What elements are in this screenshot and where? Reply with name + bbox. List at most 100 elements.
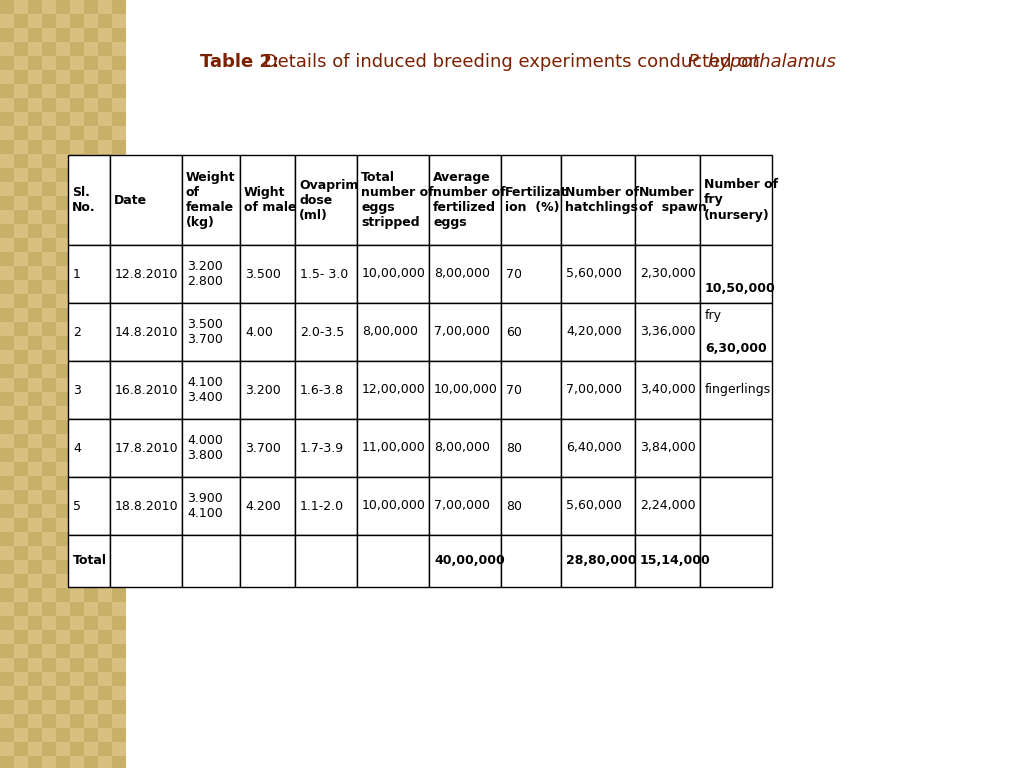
Bar xyxy=(28,280,42,294)
Bar xyxy=(70,168,84,182)
Bar xyxy=(182,303,240,361)
Bar xyxy=(14,420,28,434)
Bar xyxy=(182,419,240,477)
Bar xyxy=(14,224,28,238)
Bar xyxy=(56,392,70,406)
Bar xyxy=(14,140,28,154)
Bar xyxy=(0,238,14,252)
Bar xyxy=(28,532,42,546)
Bar xyxy=(28,504,42,518)
Bar xyxy=(70,602,84,616)
Bar xyxy=(112,56,126,70)
Bar xyxy=(98,476,112,490)
Bar xyxy=(42,252,56,266)
Bar xyxy=(240,155,295,245)
Bar xyxy=(42,336,56,350)
Bar xyxy=(84,14,98,28)
Bar xyxy=(56,224,70,238)
Bar xyxy=(28,84,42,98)
Bar xyxy=(42,672,56,686)
Bar xyxy=(98,322,112,336)
Text: Date: Date xyxy=(114,194,147,207)
Bar xyxy=(42,504,56,518)
Bar xyxy=(68,303,110,361)
Bar xyxy=(561,419,635,477)
Bar xyxy=(84,518,98,532)
Bar xyxy=(295,361,357,419)
Bar xyxy=(0,546,14,560)
Bar xyxy=(240,535,295,587)
Bar xyxy=(70,322,84,336)
Bar xyxy=(0,602,14,616)
Bar xyxy=(14,154,28,168)
Bar xyxy=(14,364,28,378)
Bar xyxy=(84,364,98,378)
Bar xyxy=(56,630,70,644)
Bar xyxy=(357,419,429,477)
Bar xyxy=(84,392,98,406)
Text: 7,00,000: 7,00,000 xyxy=(566,383,622,396)
Bar xyxy=(84,476,98,490)
Bar xyxy=(295,303,357,361)
Bar xyxy=(56,84,70,98)
Bar xyxy=(700,303,772,361)
Bar xyxy=(112,420,126,434)
Bar xyxy=(70,406,84,420)
Bar xyxy=(28,350,42,364)
Bar xyxy=(112,588,126,602)
Text: 6,40,000: 6,40,000 xyxy=(566,442,622,455)
Bar xyxy=(56,602,70,616)
Bar xyxy=(14,560,28,574)
Bar xyxy=(0,112,14,126)
Bar xyxy=(429,477,501,535)
Bar xyxy=(68,535,110,587)
Bar xyxy=(42,448,56,462)
Bar xyxy=(112,84,126,98)
Bar xyxy=(112,42,126,56)
Text: fry: fry xyxy=(705,309,722,322)
Bar xyxy=(28,588,42,602)
Bar xyxy=(0,686,14,700)
Bar xyxy=(14,336,28,350)
Bar xyxy=(0,42,14,56)
Bar xyxy=(28,294,42,308)
Bar xyxy=(56,672,70,686)
Bar xyxy=(112,406,126,420)
Bar xyxy=(56,644,70,658)
Bar xyxy=(84,630,98,644)
Bar xyxy=(28,14,42,28)
Bar xyxy=(28,616,42,630)
Bar xyxy=(56,322,70,336)
Bar xyxy=(28,56,42,70)
Bar xyxy=(0,378,14,392)
Text: 2,30,000: 2,30,000 xyxy=(640,267,695,280)
Bar xyxy=(70,546,84,560)
Bar xyxy=(70,350,84,364)
Bar xyxy=(561,303,635,361)
Bar xyxy=(56,728,70,742)
Bar xyxy=(42,28,56,42)
Bar xyxy=(14,252,28,266)
Bar xyxy=(42,280,56,294)
Bar xyxy=(28,140,42,154)
Bar xyxy=(70,0,84,14)
Bar xyxy=(0,84,14,98)
Bar xyxy=(84,602,98,616)
Bar xyxy=(28,672,42,686)
Text: 3.700: 3.700 xyxy=(245,442,281,455)
Bar xyxy=(14,728,28,742)
Bar xyxy=(70,252,84,266)
Bar xyxy=(0,742,14,756)
Bar xyxy=(561,361,635,419)
Bar xyxy=(28,210,42,224)
Bar xyxy=(42,70,56,84)
Text: 3.200: 3.200 xyxy=(245,383,281,396)
Text: Total
number of
eggs
stripped: Total number of eggs stripped xyxy=(361,171,433,229)
Bar xyxy=(112,168,126,182)
Bar xyxy=(635,419,700,477)
Bar xyxy=(56,210,70,224)
Bar xyxy=(70,630,84,644)
Bar xyxy=(28,28,42,42)
Text: 10,50,000: 10,50,000 xyxy=(705,282,776,295)
Text: 14.8.2010: 14.8.2010 xyxy=(115,326,178,339)
